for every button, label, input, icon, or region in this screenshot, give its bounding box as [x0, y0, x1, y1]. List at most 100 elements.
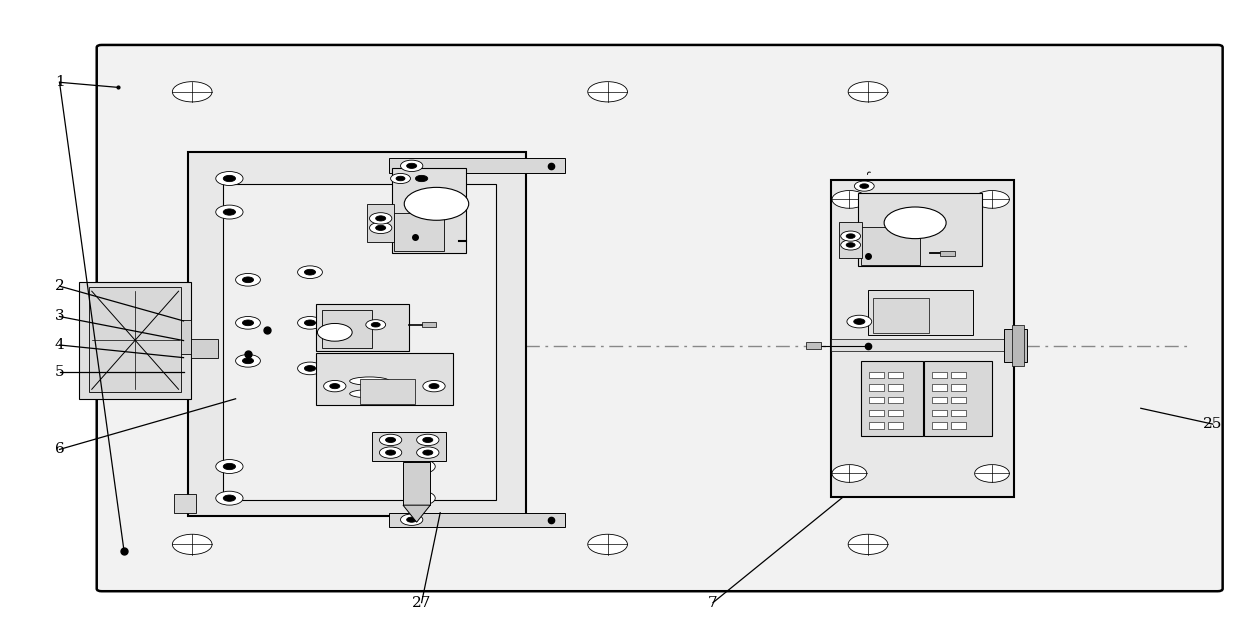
- Bar: [888, 397, 903, 403]
- Circle shape: [588, 534, 627, 555]
- Circle shape: [216, 491, 243, 505]
- Circle shape: [298, 266, 322, 279]
- Bar: [1012, 325, 1024, 366]
- Text: 6: 6: [55, 442, 64, 456]
- Bar: [868, 290, 973, 335]
- Text: 3: 3: [55, 310, 64, 323]
- Circle shape: [298, 362, 322, 375]
- Circle shape: [854, 181, 874, 191]
- Bar: [839, 222, 862, 258]
- Circle shape: [223, 495, 236, 501]
- Bar: [869, 372, 884, 378]
- Bar: [403, 462, 430, 505]
- Circle shape: [407, 517, 417, 522]
- Circle shape: [371, 322, 381, 327]
- Circle shape: [236, 316, 260, 329]
- Circle shape: [832, 465, 867, 482]
- Circle shape: [848, 534, 888, 555]
- Text: 25: 25: [1203, 417, 1223, 431]
- Circle shape: [370, 222, 392, 234]
- Circle shape: [423, 380, 445, 392]
- Bar: [888, 372, 903, 378]
- Bar: [360, 379, 415, 404]
- Circle shape: [216, 205, 243, 219]
- Text: 7: 7: [708, 596, 718, 610]
- Text: 5: 5: [55, 365, 64, 379]
- Circle shape: [415, 463, 428, 470]
- Bar: [861, 227, 920, 265]
- Circle shape: [172, 82, 212, 102]
- Text: 27: 27: [412, 596, 432, 610]
- Circle shape: [401, 160, 423, 172]
- Circle shape: [408, 491, 435, 505]
- Circle shape: [305, 320, 315, 325]
- Text: 1: 1: [55, 75, 64, 89]
- Circle shape: [417, 447, 439, 458]
- Bar: [951, 384, 966, 391]
- Circle shape: [423, 437, 433, 442]
- Bar: [392, 168, 466, 253]
- Bar: [223, 184, 496, 500]
- Circle shape: [236, 354, 260, 367]
- Bar: [179, 320, 191, 354]
- Circle shape: [370, 213, 392, 224]
- Circle shape: [242, 320, 254, 325]
- Bar: [174, 494, 196, 513]
- Circle shape: [846, 234, 856, 239]
- Circle shape: [366, 316, 391, 329]
- Circle shape: [859, 184, 869, 189]
- Bar: [873, 298, 929, 333]
- Ellipse shape: [350, 377, 389, 385]
- Circle shape: [386, 450, 396, 455]
- Bar: [316, 304, 409, 351]
- Text: 2: 2: [55, 279, 64, 293]
- Bar: [888, 384, 903, 391]
- Bar: [888, 422, 903, 429]
- Circle shape: [423, 450, 433, 455]
- Circle shape: [298, 316, 322, 329]
- Circle shape: [846, 242, 856, 248]
- Circle shape: [386, 437, 396, 442]
- Circle shape: [216, 460, 243, 473]
- Circle shape: [216, 172, 243, 185]
- Bar: [888, 410, 903, 416]
- Circle shape: [429, 384, 439, 389]
- Circle shape: [376, 216, 386, 221]
- Circle shape: [404, 187, 469, 220]
- Circle shape: [588, 82, 627, 102]
- Circle shape: [848, 82, 888, 102]
- Ellipse shape: [350, 389, 389, 398]
- Circle shape: [408, 460, 435, 473]
- Circle shape: [415, 209, 428, 215]
- Bar: [932, 384, 947, 391]
- Circle shape: [417, 434, 439, 446]
- Circle shape: [408, 205, 435, 219]
- Bar: [951, 422, 966, 429]
- Bar: [831, 339, 1014, 351]
- Circle shape: [408, 172, 435, 185]
- Bar: [869, 397, 884, 403]
- Bar: [932, 422, 947, 429]
- Bar: [806, 342, 821, 349]
- Circle shape: [172, 534, 212, 555]
- Bar: [422, 322, 436, 327]
- Bar: [869, 410, 884, 416]
- Circle shape: [832, 191, 867, 208]
- Circle shape: [884, 207, 946, 239]
- Bar: [861, 361, 923, 436]
- Circle shape: [376, 225, 386, 230]
- Circle shape: [391, 173, 410, 184]
- Circle shape: [236, 273, 260, 286]
- Circle shape: [305, 366, 315, 371]
- Circle shape: [223, 463, 236, 470]
- Bar: [367, 204, 394, 242]
- Bar: [940, 251, 955, 256]
- Bar: [951, 397, 966, 403]
- Circle shape: [847, 315, 872, 328]
- Bar: [924, 361, 992, 436]
- Circle shape: [975, 191, 1009, 208]
- Circle shape: [372, 320, 384, 325]
- Circle shape: [305, 270, 315, 275]
- Polygon shape: [403, 505, 430, 522]
- Text: 4: 4: [55, 338, 64, 352]
